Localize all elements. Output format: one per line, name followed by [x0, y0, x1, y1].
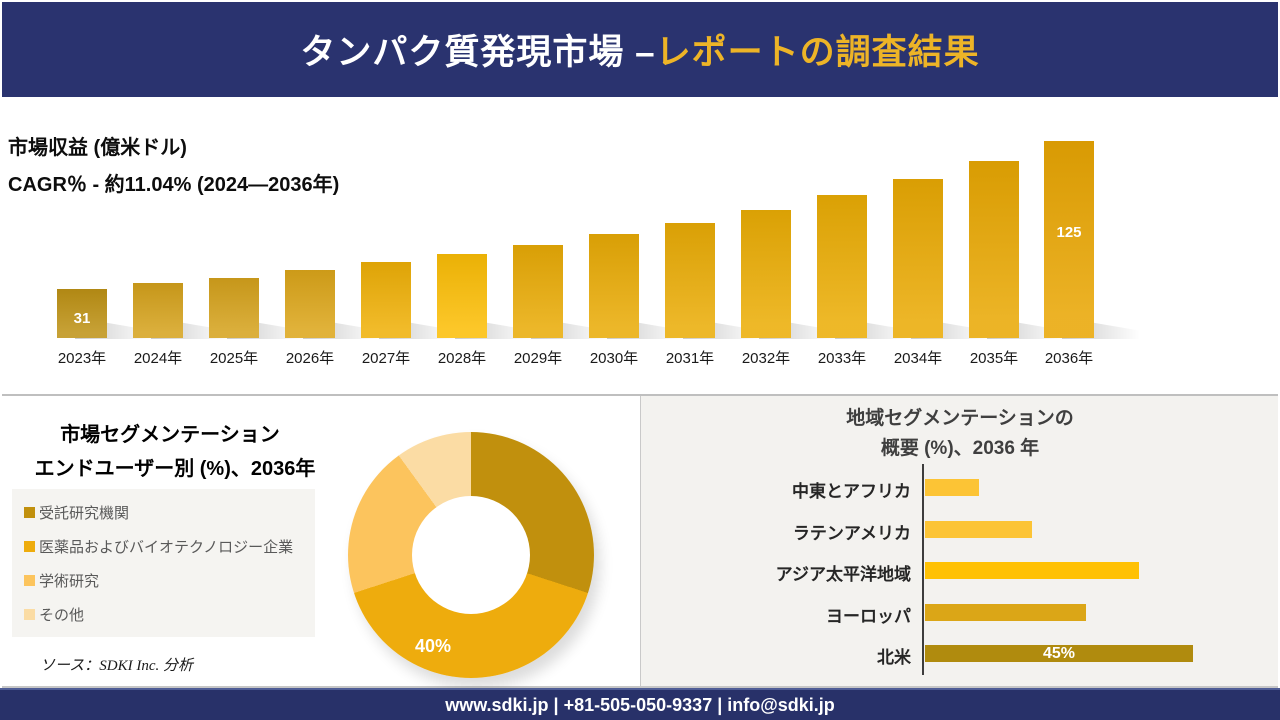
- region-bar-中東とアフリカ: [925, 479, 979, 496]
- region-title-line2: 概要 (%)、2036 年: [880, 438, 1040, 460]
- legend-item: その他: [24, 604, 315, 625]
- legend-swatch-icon: [24, 540, 35, 552]
- region-label-北米: 北米: [877, 648, 911, 667]
- revenue-axis-title: 市場収益 (億米ドル): [8, 137, 187, 159]
- revenue-bar-2028年: [437, 254, 487, 338]
- revenue-bar-2027年: [361, 262, 411, 338]
- legend-label: 受託研究機関: [39, 504, 130, 522]
- year-axis-label: 2032年: [741, 350, 791, 367]
- year-axis-label: 2036年: [1044, 350, 1094, 367]
- footer-contact: www.sdki.jp | +81-505-050-9337 | info@sd…: [445, 694, 835, 715]
- legend-item: 受託研究機関: [24, 502, 315, 523]
- segmentation-title: 市場セグメンテーション: [60, 424, 280, 446]
- region-title-line1: 地域セグメンテーションの: [846, 408, 1074, 429]
- revenue-bar-2033年: [817, 195, 867, 338]
- year-axis-label: 2034年: [893, 350, 943, 367]
- revenue-bar-2026年: [285, 270, 335, 338]
- donut-hole: [412, 496, 530, 614]
- region-segmentation-panel: 地域セグメンテーションの 概要 (%)、2036 年 中東とアフリカ ラテンアメリ…: [640, 396, 1278, 686]
- year-axis-label: 2028年: [437, 350, 487, 367]
- year-axis-label: 2023年: [57, 350, 107, 367]
- region-label-アジア太平洋地域: アジア太平洋地域: [775, 565, 911, 584]
- source-note: ソース：SDKI Inc. 分析: [40, 658, 193, 674]
- revenue-bar-2032年: [741, 210, 791, 338]
- region-value-label: 45%: [1042, 645, 1076, 662]
- year-axis-label: 2029年: [513, 350, 563, 367]
- legend-swatch-icon: [24, 608, 35, 620]
- year-axis-label: 2030年: [589, 350, 639, 367]
- revenue-bar-2030年: [589, 234, 639, 338]
- legend-swatch-icon: [24, 506, 35, 518]
- region-label-ヨーロッパ: ヨーロッパ: [826, 607, 911, 626]
- legend-swatch-icon: [24, 574, 35, 586]
- legend-item: 学術研究: [24, 570, 315, 591]
- revenue-bar-2023年: [57, 289, 107, 338]
- donut-value-label: 40%: [414, 636, 452, 656]
- page-title-main: タンパク質発現市場 –: [300, 33, 656, 72]
- segmentation-subtitle: エンドユーザー別 (%)、2036年: [34, 458, 316, 480]
- revenue-bar-2031年: [665, 223, 715, 338]
- revenue-value-label: 125: [1056, 224, 1082, 241]
- region-bar-アジア太平洋地域: [925, 562, 1139, 579]
- revenue-bar-2036年: [1044, 141, 1094, 338]
- year-axis-label: 2025年: [209, 350, 259, 367]
- year-axis-label: 2031年: [665, 350, 715, 367]
- year-axis-label: 2024年: [133, 350, 183, 367]
- revenue-bar-2024年: [133, 283, 183, 338]
- region-axis-line: [922, 464, 924, 675]
- revenue-bar-2034年: [893, 179, 943, 338]
- legend-item: 医薬品およびバイオテクノロジー企業: [24, 536, 315, 557]
- end-user-segmentation-panel: 市場セグメンテーション エンドユーザー別 (%)、2036年 受託研究機関医薬品…: [2, 396, 640, 686]
- legend-label: その他: [39, 606, 85, 624]
- region-bar-ヨーロッパ: [925, 604, 1086, 621]
- legend-label: 医薬品およびバイオテクノロジー企業: [39, 538, 294, 556]
- bottom-section: 市場セグメンテーション エンドユーザー別 (%)、2036年 受託研究機関医薬品…: [2, 394, 1278, 688]
- footer-bar: www.sdki.jp | +81-505-050-9337 | info@sd…: [0, 688, 1280, 720]
- revenue-bar-2029年: [513, 245, 563, 338]
- revenue-value-label: 31: [73, 310, 91, 327]
- revenue-cagr-note: CAGR％ - 約11.04% (2024―2036年): [8, 174, 340, 196]
- revenue-bar-2025年: [209, 278, 259, 338]
- year-axis-label: 2033年: [817, 350, 867, 367]
- revenue-chart-section: 市場収益 (億米ドル) CAGR％ - 約11.04% (2024―2036年)…: [0, 97, 1280, 394]
- region-bar-北米: 45%: [925, 645, 1193, 662]
- end-user-legend: 受託研究機関医薬品およびバイオテクノロジー企業 学術研究その他: [12, 489, 315, 637]
- year-axis-label: 2026年: [285, 350, 335, 367]
- page-title-accent: レポートの調査結果: [655, 33, 980, 72]
- region-bar-ラテンアメリカ: [925, 521, 1032, 538]
- page-title: タンパク質発現市場 –レポートの調査結果: [300, 24, 979, 75]
- year-axis-label: 2027年: [361, 350, 411, 367]
- region-label-中東とアフリカ: 中東とアフリカ: [792, 482, 911, 501]
- revenue-bar-2035年: [969, 161, 1019, 338]
- header-banner: タンパク質発現市場 –レポートの調査結果: [2, 2, 1278, 97]
- year-axis-label: 2035年: [969, 350, 1019, 367]
- region-label-ラテンアメリカ: ラテンアメリカ: [792, 524, 911, 543]
- region-chart-title: 地域セグメンテーションの 概要 (%)、2036 年: [641, 404, 1279, 465]
- legend-label: 学術研究: [39, 572, 100, 590]
